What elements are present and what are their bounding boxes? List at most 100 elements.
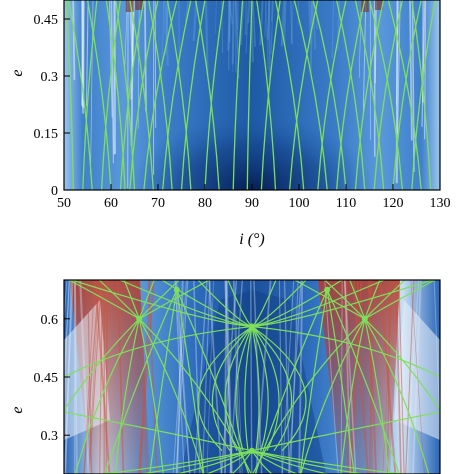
texture-streak [117,280,125,474]
resonance-curve [68,280,140,320]
resonance-curve [101,450,253,474]
texture-streak [345,280,350,474]
resonance-curve [98,280,140,320]
texture-streak [239,0,245,45]
texture-streak [227,0,232,51]
resonance-curve [373,0,404,190]
texture-streak [270,0,274,55]
resonance-curve [364,318,440,412]
texture-streak [231,0,235,65]
resonance-curve [104,289,178,474]
resonance-curve [100,0,122,190]
resonance-curve [335,0,366,190]
texture-streak [280,0,286,47]
top-x-tick-label: 60 [104,196,118,211]
texture-streak [266,0,271,40]
texture-streak [245,0,249,54]
texture-streak [367,280,377,474]
texture-streak [411,0,415,172]
texture-streak [85,0,89,107]
texture-streak [232,280,241,474]
texture-patch [360,0,369,12]
texture-streak [297,0,300,26]
texture-streak [144,0,147,112]
resonance-curve [82,0,98,190]
resonance-node [249,447,255,454]
texture-streak [398,280,405,474]
texture-streak [289,0,294,45]
texture-streak [259,0,264,46]
texture-streak [88,280,100,474]
resonance-curve [204,0,225,190]
resonance-curve [256,0,277,190]
resonance-curve [251,326,293,452]
resonance-curve [65,0,75,190]
texture-streak [410,280,425,474]
resonance-curve [105,0,126,190]
resonance-curve [411,0,436,190]
resonance-curve [149,289,178,474]
resonance-curve [194,0,220,190]
texture-streak [111,0,115,155]
resonance-curve [364,318,430,474]
texture-patch [135,0,144,10]
texture-streak [208,280,223,474]
bottom-y-tick-label: 0.45 [34,371,59,386]
resonance-curve [147,0,173,190]
bottom-heatmap [64,280,440,474]
top-y-tick-label: 0 [51,184,58,199]
resonance-curve [115,0,136,190]
resonance-curve [138,280,210,320]
resonance-curve [368,0,404,190]
texture-streak [113,0,116,155]
texture-streak [358,0,362,78]
bottom-y-tick-label: 0.6 [41,313,59,328]
texture-streak [340,280,343,474]
resonance-curve [246,0,253,190]
texture-streak [235,0,239,54]
texture-streak [433,280,440,437]
resonance-node [324,286,331,293]
resonance-curve [64,318,140,412]
texture-streak [255,280,272,474]
texture-streak [205,0,209,76]
resonance-curve [119,0,145,190]
resonance-curve [326,289,355,474]
top-y-tick-label: 0.45 [34,13,59,28]
texture-streak [175,280,189,474]
top-x-axis-label: i (°) [239,231,265,248]
texture-streak [288,280,302,474]
texture-streak [83,280,100,474]
texture-streak [225,280,233,474]
resonance-curve [326,289,400,474]
texture-streak [192,0,198,42]
resonance-node [173,286,180,293]
top-x-tick-label: 110 [336,196,356,211]
texture-streak [350,280,363,474]
resonance-curve [138,280,155,320]
texture-streak [83,280,96,474]
texture-streak [405,280,415,474]
texture-streak [247,0,251,24]
resonance-node [249,323,255,330]
top-y-tick-label: 0.3 [41,70,59,85]
resonance-curve [251,280,433,328]
texture-streak [193,280,208,474]
top-x-tick-label: 100 [289,196,310,211]
texture-streak [309,0,314,73]
top-resonance-curves [65,0,436,190]
top-y-axis-label: e [9,69,26,76]
texture-streak [395,280,402,474]
resonance-curve [162,0,192,190]
texture-streak [397,0,401,134]
resonance-curve [166,0,192,190]
resonance-curve [244,326,253,451]
texture-streak [108,0,113,118]
texture-streak [110,0,114,164]
resonance-curve [86,0,112,190]
texture-streak [74,280,78,474]
texture-streak [139,280,151,474]
resonance-curve [299,289,328,474]
texture-streak [234,0,237,73]
